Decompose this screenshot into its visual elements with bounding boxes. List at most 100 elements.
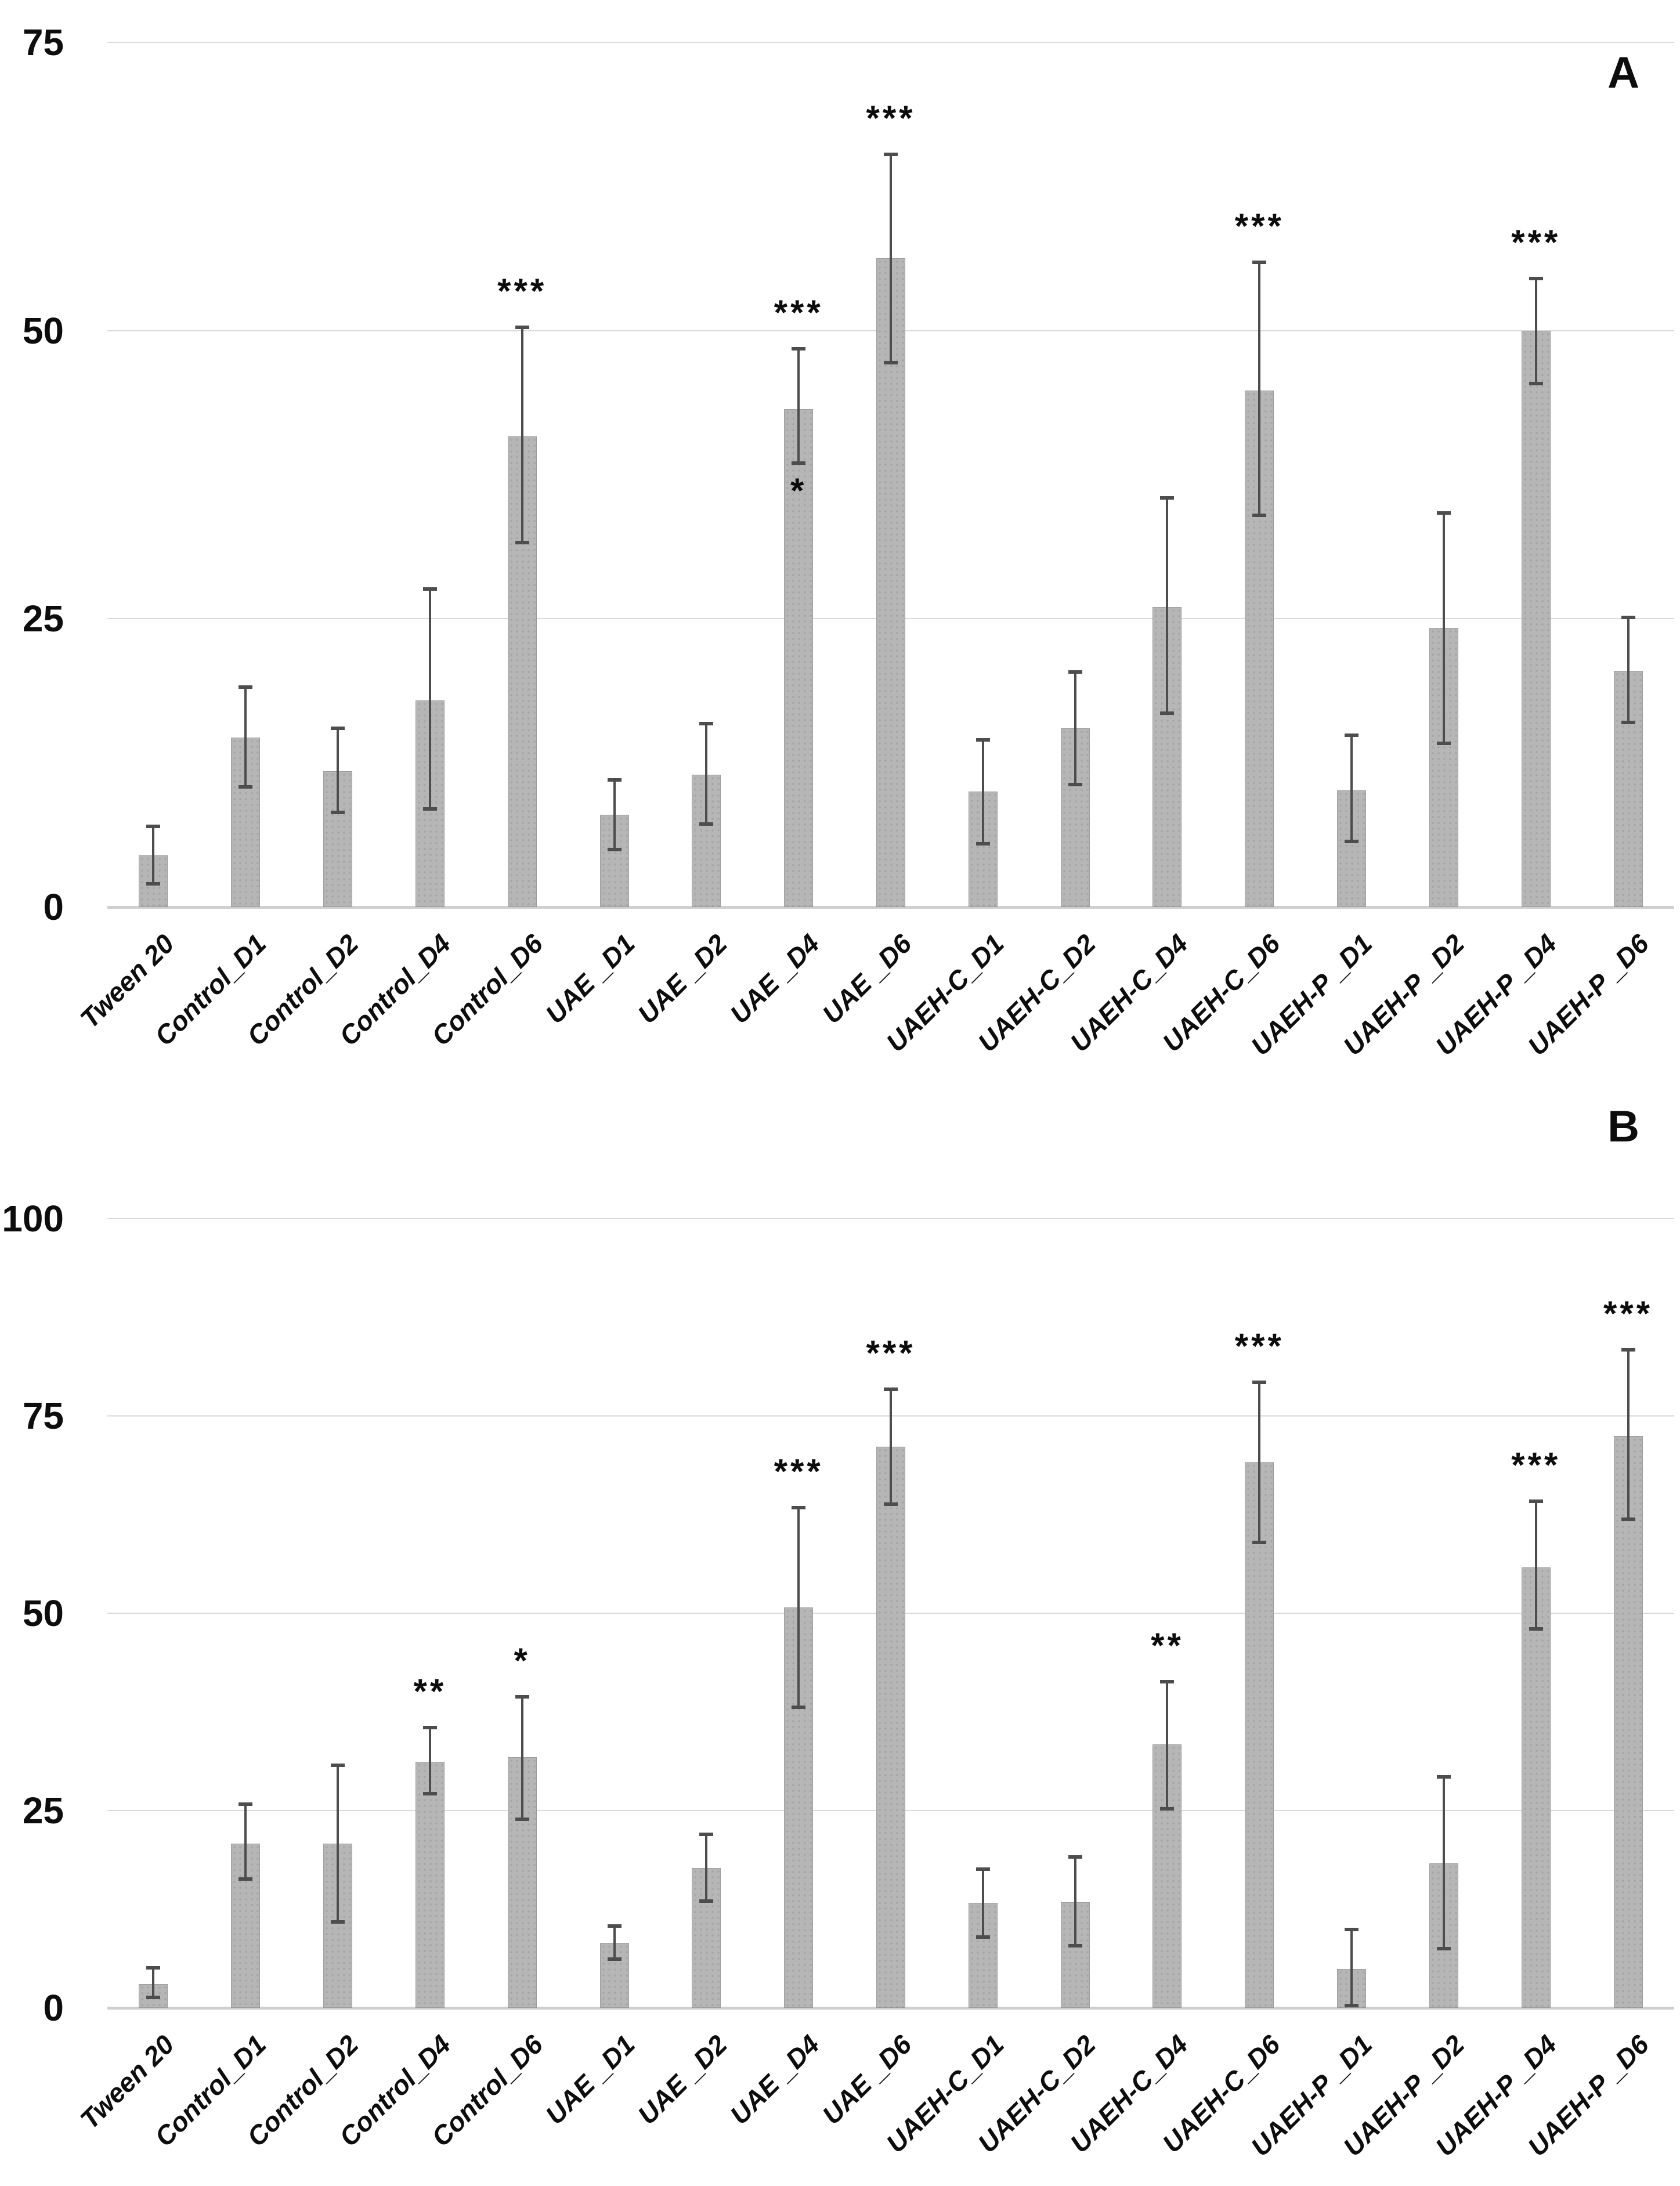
error-bar-stem bbox=[890, 1389, 892, 1505]
y-tick-label-50: 50 bbox=[22, 309, 64, 352]
error-bar-cap-bottom bbox=[792, 461, 806, 465]
bar bbox=[784, 1607, 814, 2008]
error-bar-cap-top bbox=[422, 1726, 437, 1730]
error-bar-stem bbox=[1166, 1682, 1169, 1809]
error-bar-stem bbox=[1534, 279, 1537, 384]
bar bbox=[415, 1761, 445, 2008]
error-bar-stem bbox=[1442, 512, 1445, 743]
error-bar-cap-bottom bbox=[1436, 1947, 1451, 1950]
error-bar-cap-top bbox=[1345, 1928, 1359, 1932]
error-bar-cap-bottom bbox=[146, 882, 161, 886]
error-bar-cap-bottom bbox=[515, 541, 529, 545]
error-bar-cap-bottom bbox=[607, 847, 622, 851]
error-bar-cap-bottom bbox=[1068, 1943, 1082, 1947]
error-bar-cap-bottom bbox=[239, 1877, 253, 1881]
error-bar-cap-bottom bbox=[1529, 382, 1543, 386]
error-bar-cap-top bbox=[515, 1695, 529, 1699]
error-bar-cap-top bbox=[884, 1387, 898, 1391]
error-bar-cap-top bbox=[1160, 496, 1175, 500]
error-bar-stem bbox=[152, 826, 155, 884]
error-bar-stem bbox=[521, 327, 523, 543]
error-bar-cap-top bbox=[884, 152, 898, 156]
significance-mark: * bbox=[514, 1641, 530, 1681]
error-bar-stem bbox=[797, 349, 800, 464]
error-bar-cap-top bbox=[1068, 670, 1082, 674]
error-bar-cap-bottom bbox=[1068, 783, 1082, 787]
error-bar-stem bbox=[1258, 1382, 1261, 1542]
significance-mark: *** bbox=[1234, 1326, 1284, 1365]
error-bar-cap-top bbox=[239, 1802, 253, 1806]
error-bar-cap-top bbox=[1252, 261, 1267, 265]
error-bar-cap-bottom bbox=[884, 361, 898, 365]
error-bar-cap-bottom bbox=[607, 1957, 622, 1961]
error-bar-cap-top bbox=[1621, 616, 1635, 620]
error-bar-cap-bottom bbox=[1345, 2003, 1359, 2007]
error-bar-cap-top bbox=[699, 722, 714, 726]
error-bar-cap-bottom bbox=[1252, 513, 1267, 517]
y-tick-label-0: 0 bbox=[43, 1987, 64, 2029]
y-tick-label-25: 25 bbox=[22, 598, 64, 640]
panel-a-letter: A bbox=[1607, 48, 1639, 97]
error-bar-stem bbox=[337, 728, 339, 813]
x-axis-label: UAE _D2 bbox=[631, 2029, 733, 2130]
bar bbox=[784, 409, 814, 907]
error-bar-cap-bottom bbox=[1252, 1540, 1267, 1544]
error-bar-cap-bottom bbox=[1529, 1627, 1543, 1631]
error-bar-stem bbox=[797, 1507, 800, 1707]
bar bbox=[507, 1757, 537, 2008]
significance-mark-below: * bbox=[790, 471, 807, 511]
panel-b-letter: B bbox=[1607, 1102, 1639, 1151]
bar bbox=[1521, 1567, 1551, 2008]
error-bar-stem bbox=[1534, 1501, 1537, 1629]
error-bar-stem bbox=[428, 588, 431, 810]
bar bbox=[692, 774, 721, 907]
error-bar-cap-bottom bbox=[146, 1996, 161, 2000]
error-bar-cap-top bbox=[146, 1965, 161, 1970]
error-bar-cap-bottom bbox=[422, 1792, 437, 1796]
error-bar-stem bbox=[981, 739, 984, 844]
bar bbox=[599, 815, 629, 907]
error-bar-cap-bottom bbox=[1621, 721, 1635, 725]
y-tick-label-75: 75 bbox=[22, 21, 64, 63]
significance-mark: *** bbox=[1511, 1445, 1561, 1484]
error-bar-cap-bottom bbox=[515, 1817, 529, 1821]
error-bar-stem bbox=[521, 1697, 523, 1819]
error-bar-cap-top bbox=[607, 1924, 622, 1928]
error-bar-stem bbox=[1442, 1776, 1445, 1949]
significance-mark: *** bbox=[1234, 207, 1284, 246]
error-bar-cap-bottom bbox=[331, 1920, 345, 1924]
error-bar-stem bbox=[1074, 671, 1076, 785]
y-tick-label-50: 50 bbox=[22, 1592, 64, 1634]
significance-mark: ** bbox=[1151, 1626, 1184, 1665]
error-bar-cap-top bbox=[1345, 733, 1359, 737]
error-bar-cap-top bbox=[515, 325, 529, 329]
error-bar-cap-bottom bbox=[1621, 1517, 1635, 1522]
error-bar-cap-top bbox=[1068, 1855, 1082, 1859]
error-bar-stem bbox=[1166, 497, 1169, 714]
gridline-100 bbox=[107, 1218, 1674, 1219]
error-bar-cap-top bbox=[331, 727, 345, 731]
significance-mark: ** bbox=[413, 1672, 447, 1711]
x-axis-line bbox=[107, 2007, 1674, 2010]
error-bar-stem bbox=[1258, 262, 1261, 515]
error-bar-cap-bottom bbox=[1345, 839, 1359, 843]
significance-mark: *** bbox=[497, 271, 547, 310]
bar bbox=[1521, 330, 1551, 907]
error-bar-cap-top bbox=[1436, 511, 1451, 515]
y-tick-label-25: 25 bbox=[22, 1790, 64, 1831]
error-bar-cap-top bbox=[792, 1505, 806, 1509]
error-bar-stem bbox=[981, 1869, 984, 1937]
error-bar-cap-top bbox=[1621, 1347, 1635, 1352]
error-bar-stem bbox=[1074, 1857, 1076, 1946]
x-axis-label: UAE _D1 bbox=[539, 2029, 641, 2130]
error-bar-stem bbox=[337, 1765, 339, 1922]
y-tick-label-100: 100 bbox=[2, 1198, 64, 1240]
bar bbox=[1060, 1902, 1090, 2008]
significance-mark: *** bbox=[866, 1333, 916, 1372]
error-bar-cap-top bbox=[422, 587, 437, 591]
y-tick-label-0: 0 bbox=[43, 886, 64, 928]
error-bar-cap-bottom bbox=[1160, 1807, 1175, 1811]
error-bar-cap-top bbox=[1436, 1775, 1451, 1779]
